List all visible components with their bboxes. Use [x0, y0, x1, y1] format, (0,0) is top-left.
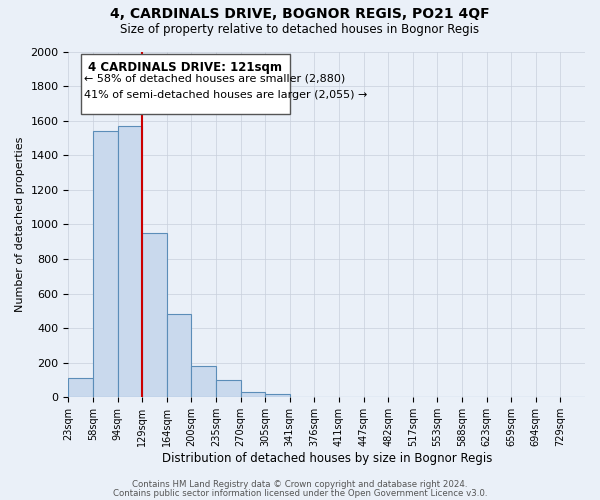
Y-axis label: Number of detached properties: Number of detached properties	[15, 136, 25, 312]
Bar	[265, 394, 290, 398]
Bar	[241, 392, 265, 398]
Text: 41% of semi-detached houses are larger (2,055) →: 41% of semi-detached houses are larger (…	[85, 90, 368, 100]
Text: Size of property relative to detached houses in Bognor Regis: Size of property relative to detached ho…	[121, 22, 479, 36]
Text: 4 CARDINALS DRIVE: 121sqm: 4 CARDINALS DRIVE: 121sqm	[88, 61, 282, 74]
Text: ← 58% of detached houses are smaller (2,880): ← 58% of detached houses are smaller (2,…	[85, 73, 346, 83]
X-axis label: Distribution of detached houses by size in Bognor Regis: Distribution of detached houses by size …	[161, 452, 492, 465]
Text: Contains HM Land Registry data © Crown copyright and database right 2024.: Contains HM Land Registry data © Crown c…	[132, 480, 468, 489]
Bar	[142, 233, 167, 398]
Bar	[118, 126, 142, 398]
Text: 4, CARDINALS DRIVE, BOGNOR REGIS, PO21 4QF: 4, CARDINALS DRIVE, BOGNOR REGIS, PO21 4…	[110, 8, 490, 22]
Bar	[216, 380, 241, 398]
Text: Contains public sector information licensed under the Open Government Licence v3: Contains public sector information licen…	[113, 488, 487, 498]
Bar	[68, 378, 93, 398]
FancyBboxPatch shape	[81, 54, 290, 114]
Bar	[167, 314, 191, 398]
Bar	[191, 366, 216, 398]
Bar	[93, 131, 118, 398]
